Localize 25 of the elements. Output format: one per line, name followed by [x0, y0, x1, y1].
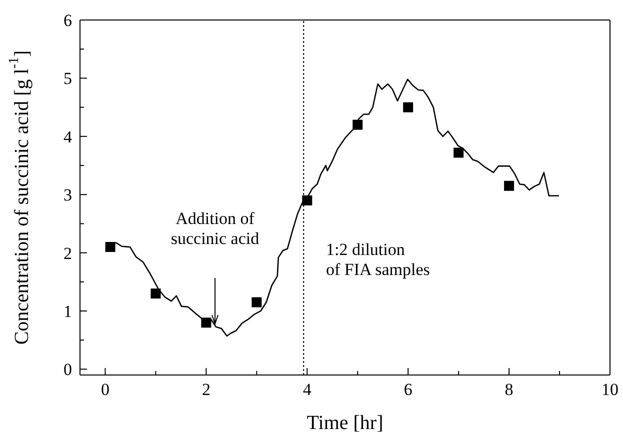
point [504, 180, 514, 191]
x-tick-label: 10 [602, 380, 618, 399]
x-tick-label: 0 [100, 380, 110, 399]
x-tick-label: 6 [404, 380, 412, 399]
point [454, 148, 464, 158]
point [252, 297, 262, 308]
point [302, 195, 312, 206]
point [201, 318, 212, 328]
point [403, 102, 414, 112]
point [352, 120, 363, 130]
point [105, 242, 116, 252]
x-axis-title: Time [hr] [306, 412, 384, 434]
y-tick-label: 3 [64, 186, 72, 205]
annotation: 1:2 dilution of FIA samples [326, 240, 430, 279]
x-tick-label: 2 [202, 380, 210, 399]
y-tick-label: 1 [64, 302, 72, 321]
x-tick-label: 4 [302, 380, 312, 399]
y-tick-label: 2 [64, 244, 72, 263]
y-tick-label: 4 [64, 127, 72, 146]
y-tick-label: 5 [64, 69, 72, 88]
x-tick-label: 8 [504, 380, 514, 399]
annotation: Addition of succinic acid [170, 209, 260, 248]
point [150, 288, 161, 299]
y-tick-label: 6 [64, 11, 72, 30]
y-tick-label: 0 [64, 360, 72, 380]
